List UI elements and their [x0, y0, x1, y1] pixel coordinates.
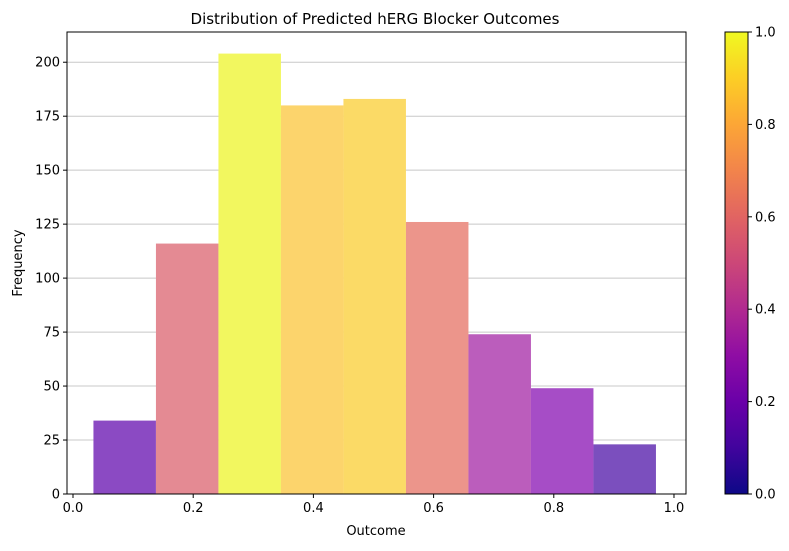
- histogram-bar: [218, 53, 281, 495]
- y-tick-label: 100: [35, 272, 60, 287]
- x-axis-label: Outcome: [346, 524, 405, 539]
- histogram-bar: [468, 334, 531, 494]
- colorbar-ticks: 0.0 0.2 0.4 0.6 0.8 1.0: [748, 26, 776, 503]
- colorbar-tick-label: 1.0: [755, 26, 776, 41]
- x-tick-label: 1.0: [664, 501, 685, 516]
- y-tick-label: 175: [35, 110, 60, 125]
- x-tick-label: 0.0: [63, 501, 84, 516]
- colorbar: 0.0 0.2 0.4 0.6 0.8 1.0: [724, 26, 776, 503]
- histogram-bar: [405, 221, 469, 494]
- y-tick-label: 50: [43, 380, 60, 395]
- histogram-bar: [343, 98, 406, 494]
- x-tick-label: 0.8: [543, 501, 564, 516]
- y-tick-label: 75: [43, 326, 60, 341]
- colorbar-tick-label: 0.2: [755, 395, 776, 410]
- colorbar-tick-label: 0.6: [755, 210, 776, 225]
- x-tick-label: 0.6: [423, 501, 444, 516]
- y-tick-label: 25: [43, 434, 60, 449]
- chart-title: Distribution of Predicted hERG Blocker O…: [191, 10, 560, 28]
- y-axis-label: Frequency: [11, 229, 26, 296]
- histogram-bar: [93, 420, 156, 494]
- histogram-bar: [280, 105, 344, 495]
- histogram-bar: [593, 444, 656, 494]
- colorbar-gradient: [724, 31, 749, 495]
- y-tick-label: 125: [35, 218, 60, 233]
- x-tick-label: 0.4: [303, 501, 324, 516]
- colorbar-tick-label: 0.4: [755, 303, 776, 318]
- histogram-bars: [93, 53, 656, 495]
- plot-area: 0.0 0.2 0.4 0.6 0.8 1.0 0 25 50 75 100 125 150 175 20…: [35, 31, 687, 516]
- colorbar-tick-label: 0.8: [755, 118, 776, 133]
- histogram-bar: [530, 388, 594, 494]
- y-tick-label: 0: [52, 488, 60, 503]
- x-axis-ticks: 0.0 0.2 0.4 0.6 0.8 1.0: [63, 494, 685, 516]
- colorbar-tick-label: 0.0: [755, 488, 776, 503]
- y-tick-label: 150: [35, 164, 60, 179]
- plot-frame: [66, 31, 687, 495]
- y-tick-label: 200: [35, 56, 60, 71]
- x-tick-label: 0.2: [183, 501, 204, 516]
- histogram-bar: [155, 243, 219, 494]
- y-axis-ticks: 0 25 50 75 100 125 150 175 200: [35, 56, 67, 503]
